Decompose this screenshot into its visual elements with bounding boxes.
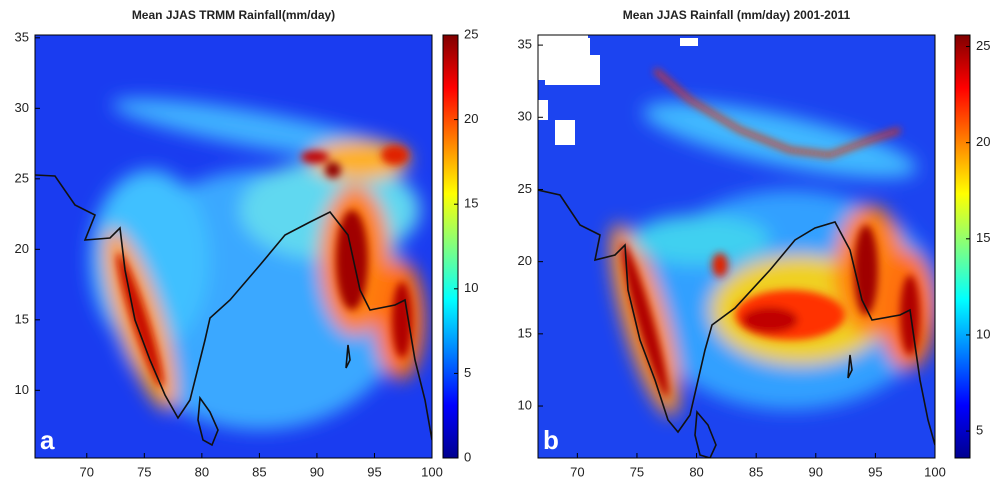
x-tick-label: 95 bbox=[367, 464, 381, 479]
plot-frame bbox=[537, 34, 936, 459]
colorbar-tick-label: 25 bbox=[976, 38, 990, 53]
colorbar-tick-label: 5 bbox=[976, 423, 983, 438]
y-tick-label: 25 bbox=[518, 181, 532, 196]
colorbar-tick-label: 10 bbox=[976, 326, 990, 341]
rainfall-field bbox=[538, 35, 935, 458]
y-tick-label: 20 bbox=[518, 253, 532, 268]
rainfall-field bbox=[35, 35, 432, 458]
y-tick-label: 10 bbox=[518, 397, 532, 412]
x-tick-label: 85 bbox=[749, 464, 763, 479]
colorbar-tick-label: 5 bbox=[464, 365, 471, 380]
y-tick-label: 15 bbox=[518, 325, 532, 340]
colorbar-tick-label: 20 bbox=[464, 111, 478, 126]
x-tick-label: 80 bbox=[689, 464, 703, 479]
x-tick-label: 85 bbox=[252, 464, 266, 479]
x-tick-label: 70 bbox=[80, 464, 94, 479]
y-tick-label: 35 bbox=[518, 37, 532, 52]
x-tick-label: 75 bbox=[137, 464, 151, 479]
colorbar-tick-label: 20 bbox=[976, 134, 990, 149]
x-tick-label: 70 bbox=[570, 464, 584, 479]
y-tick-label: 10 bbox=[15, 382, 29, 397]
x-tick-label: 100 bbox=[421, 464, 443, 479]
colorbar-tick-label: 25 bbox=[464, 26, 478, 41]
y-tick-label: 15 bbox=[15, 311, 29, 326]
y-tick-label: 25 bbox=[15, 170, 29, 185]
y-tick-label: 30 bbox=[15, 100, 29, 115]
panel-label: b bbox=[543, 425, 559, 455]
colorbar bbox=[442, 34, 459, 459]
y-tick-label: 30 bbox=[518, 109, 532, 124]
colorbar-tick-label: 15 bbox=[464, 196, 478, 211]
x-tick-label: 90 bbox=[310, 464, 324, 479]
chart-title: Mean JJAS TRMM Rainfall(mm/day) bbox=[132, 8, 335, 22]
x-tick-label: 90 bbox=[809, 464, 823, 479]
y-tick-label: 35 bbox=[15, 29, 29, 44]
colorbar-tick-label: 10 bbox=[464, 280, 478, 295]
colorbar-tick-label: 15 bbox=[976, 230, 990, 245]
x-tick-label: 95 bbox=[868, 464, 882, 479]
colorbar bbox=[954, 34, 971, 459]
plot-frame bbox=[34, 34, 433, 459]
x-tick-label: 100 bbox=[924, 464, 946, 479]
colorbar-tick-label: 0 bbox=[464, 449, 471, 464]
y-tick-label: 20 bbox=[15, 241, 29, 256]
panel-label: a bbox=[40, 425, 55, 455]
x-tick-label: 75 bbox=[630, 464, 644, 479]
x-tick-label: 80 bbox=[195, 464, 209, 479]
chart-title: Mean JJAS Rainfall (mm/day) 2001-2011 bbox=[623, 8, 851, 22]
